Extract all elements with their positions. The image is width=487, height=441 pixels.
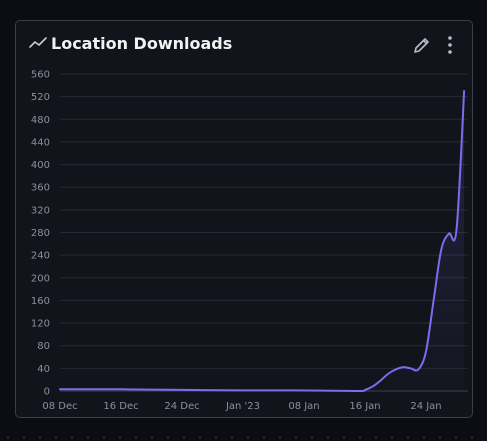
y-tick-label: 160: [31, 296, 50, 307]
panel-header: Location Downloads: [16, 21, 472, 69]
y-tick-label: 320: [31, 205, 50, 216]
y-tick-label: 200: [31, 273, 50, 284]
line-chart-icon: [29, 37, 47, 48]
y-tick-label: 280: [31, 228, 50, 239]
y-tick-label: 480: [31, 115, 50, 126]
background-dots: [0, 434, 487, 441]
x-tick-label: 16 Jan: [349, 401, 380, 412]
y-tick-label: 400: [31, 160, 50, 171]
x-tick-label: 24 Dec: [164, 401, 199, 412]
chart-panel: Location Downloads 0 40 80 120 160 200 240 280 3…: [15, 20, 473, 418]
series-layer: [59, 90, 466, 392]
y-axis: 0 40 80 120 160 200 240 280 320 360 400 440 480 520 56…: [31, 70, 50, 398]
grid-lines: [60, 73, 468, 392]
panel-title: Location Downloads: [51, 34, 233, 53]
y-tick-label: 440: [31, 137, 50, 148]
x-tick-label: 16 Dec: [103, 401, 138, 412]
line-chart: 0 40 80 120 160 200 240 280 320 360 400 440 480 520 56…: [31, 70, 468, 412]
y-tick-label: 80: [37, 341, 50, 352]
y-tick-label: 360: [31, 183, 50, 194]
y-tick-label: 40: [37, 364, 50, 375]
pencil-icon[interactable]: [412, 35, 432, 55]
y-tick-label: 0: [44, 387, 50, 398]
x-tick-label: 24 Jan: [410, 401, 441, 412]
y-tick-label: 120: [31, 319, 50, 330]
x-axis: 08 Dec 16 Dec 24 Dec Jan '23 08 Jan 16 Jan 24 …: [42, 401, 441, 412]
y-tick-label: 240: [31, 251, 50, 262]
x-tick-label: Jan '23: [225, 401, 260, 412]
series-line: [59, 90, 466, 392]
x-tick-label: 08 Dec: [42, 401, 77, 412]
x-tick-label: 08 Jan: [288, 401, 319, 412]
y-tick-label: 560: [31, 70, 50, 81]
kebab-menu-icon[interactable]: [443, 35, 457, 55]
y-tick-label: 520: [31, 92, 50, 103]
